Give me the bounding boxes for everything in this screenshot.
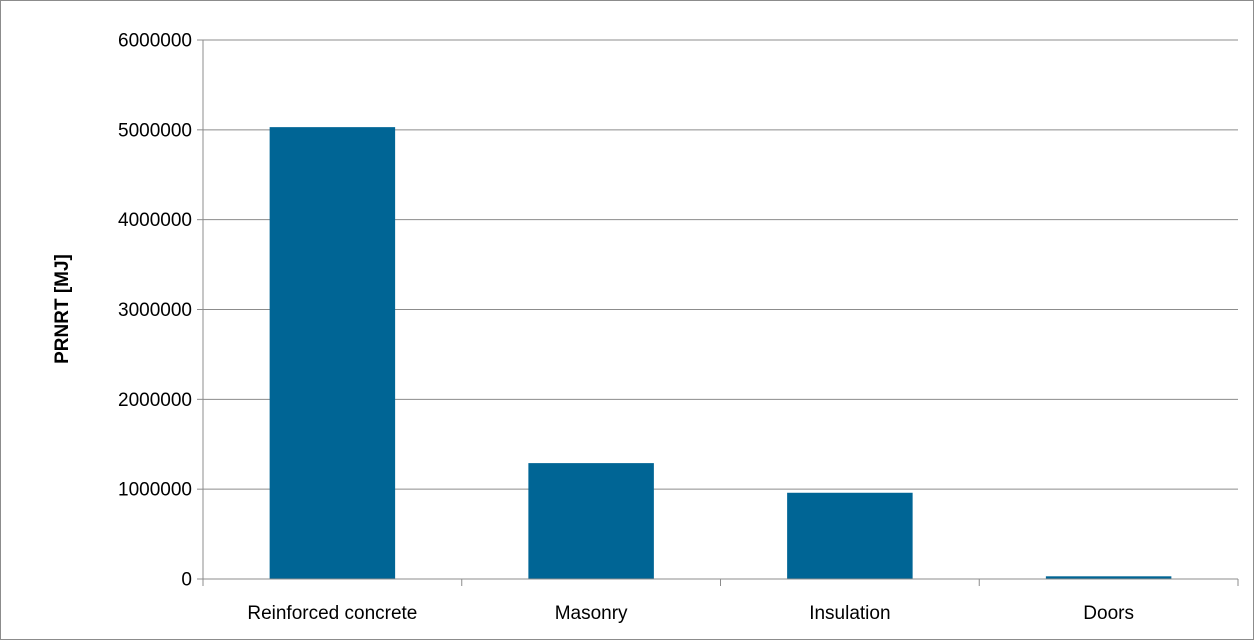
y-tick-label: 0 xyxy=(181,570,192,591)
bar xyxy=(528,463,654,579)
y-axis-title: PRNRT [MJ] xyxy=(52,254,73,364)
x-category-label: Doors xyxy=(1083,603,1134,624)
bar xyxy=(1045,576,1172,579)
y-tick-label: 3000000 xyxy=(118,300,192,321)
y-tick-label: 5000000 xyxy=(118,120,192,141)
x-category-label: Reinforced concrete xyxy=(247,603,417,624)
axes xyxy=(197,39,1239,586)
y-tick-label: 2000000 xyxy=(118,390,192,411)
x-category-labels: Reinforced concrete Masonry Insulation Door… xyxy=(247,603,1134,624)
bars xyxy=(269,127,1172,579)
bar xyxy=(787,492,913,579)
y-tick-label: 1000000 xyxy=(118,480,192,501)
x-category-label: Masonry xyxy=(555,603,628,624)
bar xyxy=(269,127,396,579)
y-tick-labels: 0 1000000 2000000 3000000 4000000 5000000 6000… xyxy=(118,31,192,591)
y-tick-label: 4000000 xyxy=(118,210,192,231)
y-tick-label: 6000000 xyxy=(118,31,192,52)
x-category-label: Insulation xyxy=(809,603,890,624)
